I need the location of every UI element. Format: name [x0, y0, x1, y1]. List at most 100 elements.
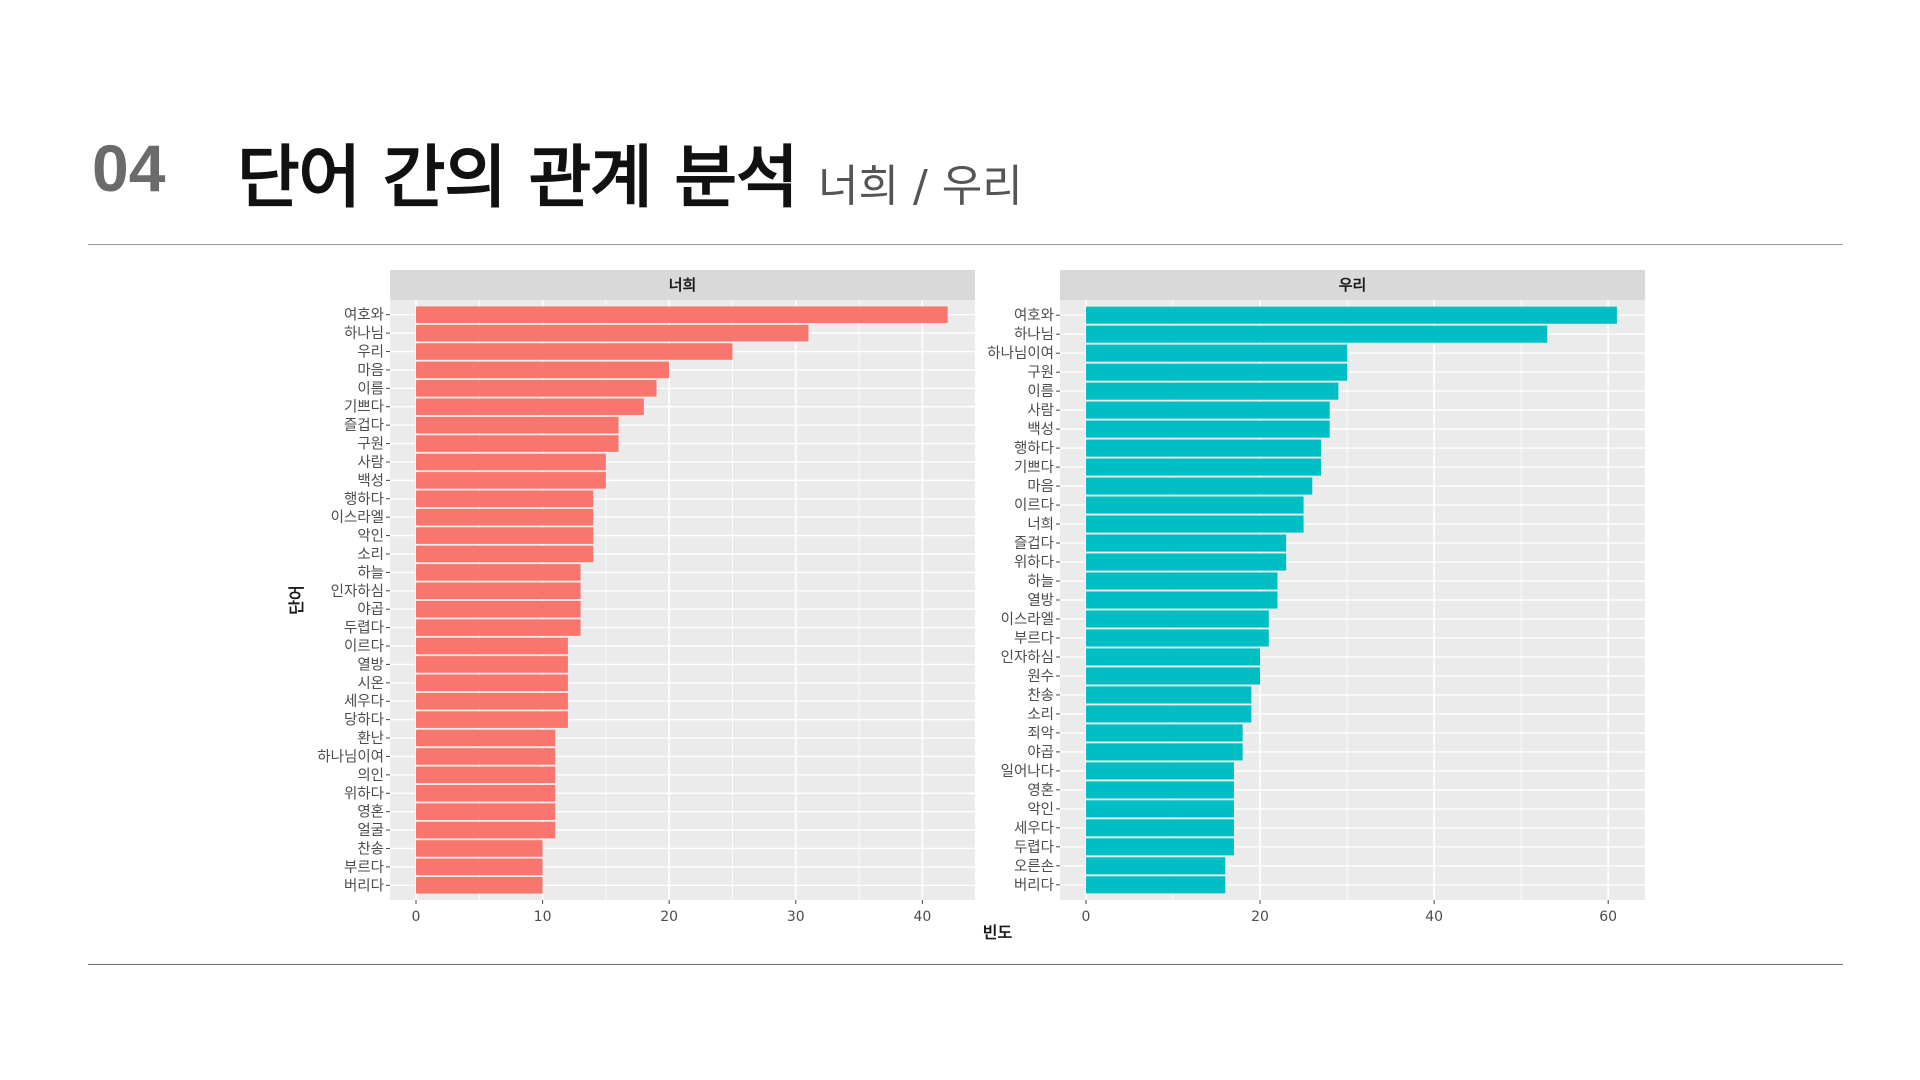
bar-2-구원: [1086, 363, 1348, 381]
bar-1-시온: [416, 674, 568, 692]
y-tick-label: 기쁘다: [1014, 459, 1054, 476]
y-tick-label: 하늘: [357, 564, 384, 581]
bar-1-얼굴: [416, 821, 556, 839]
bar-1-당하다: [416, 711, 568, 728]
bar-1-버리다: [416, 876, 543, 894]
y-tick-label: 얼굴: [357, 822, 384, 839]
y-tick-label: 행하다: [344, 491, 384, 508]
bar-1-이름: [416, 380, 657, 397]
bar-1-마음: [416, 361, 670, 379]
y-tick-label: 사람: [357, 454, 384, 471]
y-tick-label: 악인: [1027, 801, 1054, 818]
bar-1-즐겁다: [416, 416, 619, 434]
y-tick-label: 여호와: [1014, 307, 1054, 324]
y-tick-label: 야곱: [1027, 744, 1054, 761]
bar-1-기쁘다: [416, 398, 644, 416]
section-number: 04: [92, 131, 166, 205]
y-tick-label: 악인: [357, 528, 384, 545]
facet-strip-1: [390, 270, 975, 300]
bar-1-여호와: [416, 306, 948, 324]
bar-2-찬송: [1086, 686, 1252, 704]
bar-2-부르다: [1086, 629, 1269, 647]
y-tick-label: 너희: [1027, 516, 1054, 533]
bar-1-야곱: [416, 600, 581, 618]
y-tick-label: 이름: [357, 380, 384, 397]
y-tick-label: 소리: [357, 546, 384, 563]
bar-1-두렵다: [416, 619, 581, 636]
bar-2-행하다: [1086, 439, 1321, 457]
y-tick-label: 즐겁다: [344, 417, 384, 434]
y-tick-label: 즐겁다: [1014, 535, 1054, 552]
bar-2-영혼: [1086, 781, 1234, 799]
y-tick-label: 열방: [1027, 592, 1054, 609]
y-tick-label: 의인: [357, 767, 384, 784]
y-tick-label: 시온: [357, 676, 384, 692]
bar-2-하나님: [1086, 325, 1548, 343]
y-tick-label: 부르다: [344, 859, 384, 876]
bar-2-소리: [1086, 705, 1252, 723]
slide-header: 04 단어 간의 관계 분석 너희 / 우리: [92, 122, 1852, 218]
y-tick-label: 소리: [1027, 706, 1054, 723]
y-tick-label: 사람: [1027, 402, 1054, 419]
bar-1-하나님이여: [416, 748, 556, 765]
top-divider: [88, 244, 1843, 245]
bar-2-인자하심: [1086, 648, 1261, 666]
y-tick-label: 구원: [1027, 364, 1054, 381]
x-tick-label: 10: [534, 909, 552, 925]
bar-2-즐겁다: [1086, 534, 1287, 552]
y-tick-label: 이스라엘: [331, 509, 384, 526]
bar-2-백성: [1086, 420, 1330, 438]
x-tick-label: 60: [1599, 909, 1617, 925]
y-tick-label: 행하다: [1014, 440, 1054, 457]
bar-2-원수: [1086, 667, 1261, 685]
bar-2-기쁘다: [1086, 458, 1321, 476]
y-tick-label: 인자하심: [331, 583, 384, 600]
bar-2-죄악: [1086, 724, 1243, 742]
y-tick-label: 영혼: [1027, 782, 1054, 799]
bar-1-행하다: [416, 490, 594, 508]
y-tick-label: 당하다: [344, 712, 384, 729]
bar-1-영혼: [416, 803, 556, 820]
slide-title: 단어 간의 관계 분석: [237, 139, 799, 218]
bar-2-하늘: [1086, 572, 1278, 590]
y-tick-label: 일어나다: [1001, 763, 1054, 780]
y-tick-label: 하나님이여: [987, 345, 1054, 362]
y-tick-label: 죄악: [1027, 725, 1054, 742]
bar-1-의인: [416, 766, 556, 784]
y-tick-label: 마음: [1027, 478, 1054, 495]
x-tick-label: 0: [412, 909, 421, 925]
bar-2-세우다: [1086, 819, 1234, 837]
bar-1-하늘: [416, 564, 581, 581]
y-tick-label: 백성: [357, 472, 384, 489]
y-tick-label: 버리다: [1014, 877, 1054, 894]
bar-1-소리: [416, 545, 594, 563]
bar-1-이르다: [416, 637, 568, 655]
bar-1-구원: [416, 435, 619, 452]
y-tick-label: 이스라엘: [1001, 611, 1054, 628]
y-tick-label: 하나님: [1014, 326, 1054, 343]
bottom-divider: [88, 964, 1843, 965]
y-tick-label: 이름: [1027, 383, 1054, 400]
bar-1-찬송: [416, 840, 543, 857]
y-tick-label: 세우다: [1014, 820, 1054, 837]
slide-subtitle: 너희 / 우리: [818, 161, 1023, 212]
bar-1-열방: [416, 656, 568, 673]
x-tick-label: 30: [787, 909, 805, 925]
bar-1-환난: [416, 729, 556, 747]
bar-1-위하다: [416, 784, 556, 802]
y-tick-label: 원수: [1027, 668, 1054, 685]
x-tick-label: 40: [1425, 909, 1443, 925]
facet-title-2: 우리: [1339, 276, 1367, 294]
y-tick-label: 하나님: [344, 325, 384, 342]
y-tick-label: 환난: [357, 730, 384, 747]
bar-2-두렵다: [1086, 838, 1234, 856]
y-tick-label: 여호와: [344, 307, 384, 324]
y-tick-label: 버리다: [344, 877, 384, 894]
bar-2-하나님이여: [1086, 344, 1348, 362]
y-tick-label: 구원: [357, 436, 384, 453]
x-axis-title: 빈도: [983, 923, 1013, 942]
y-tick-label: 위하다: [344, 785, 384, 802]
bar-1-세우다: [416, 692, 568, 710]
x-tick-label: 20: [660, 909, 678, 925]
x-tick-label: 40: [913, 909, 931, 925]
